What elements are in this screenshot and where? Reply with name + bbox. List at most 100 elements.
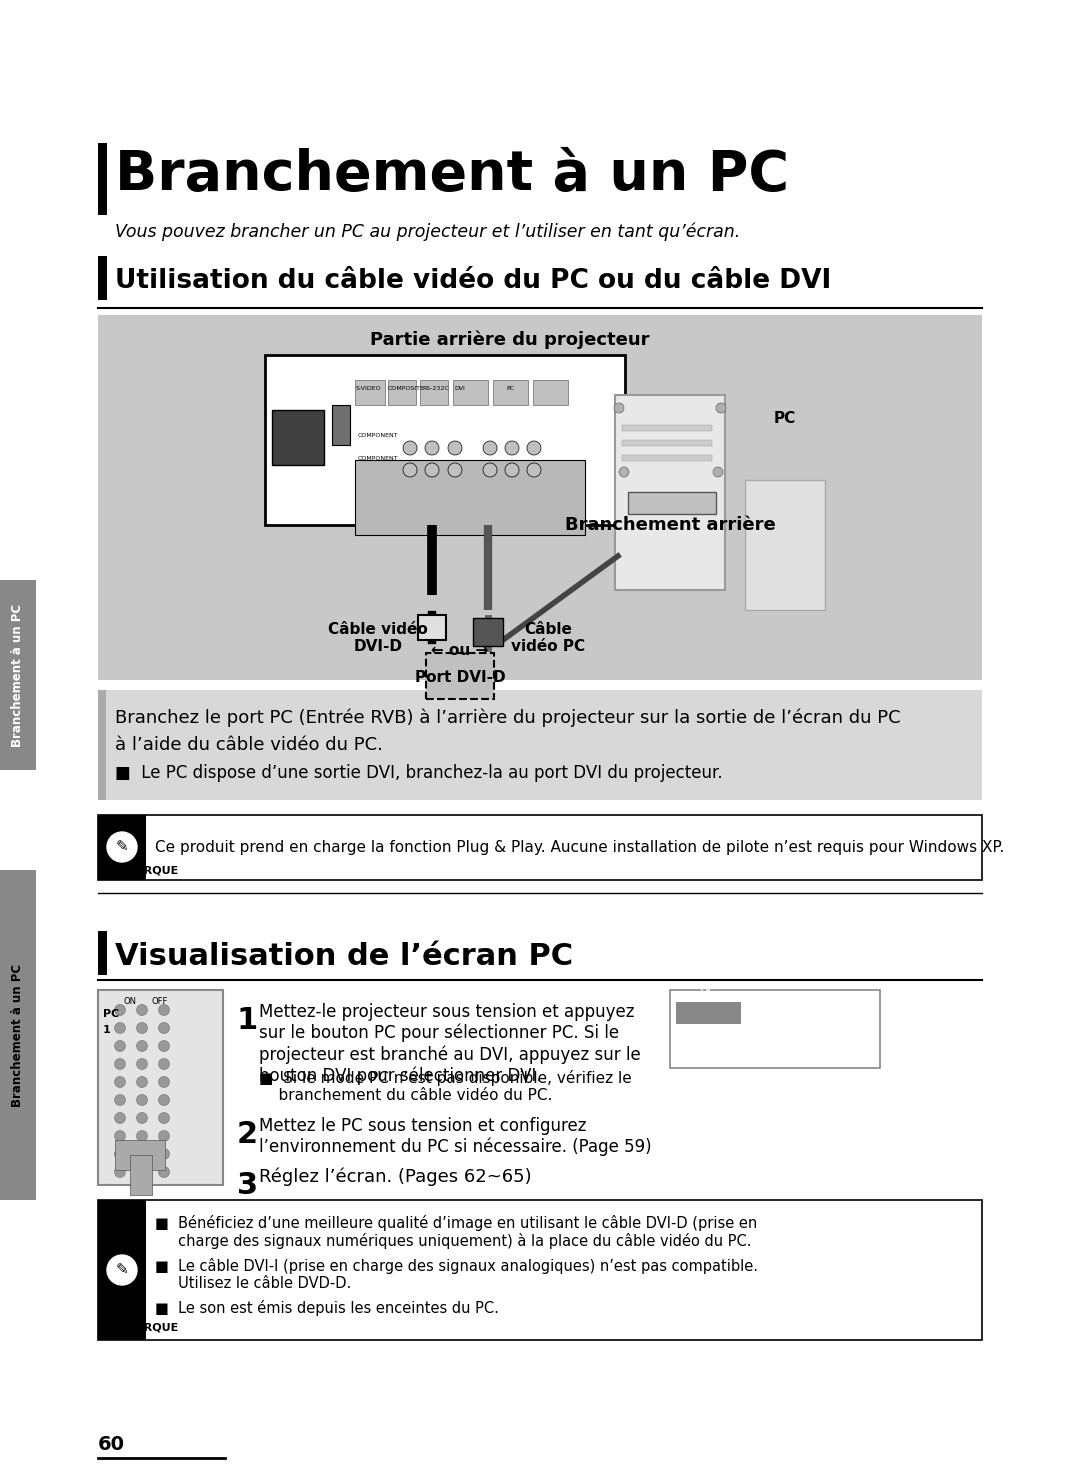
Bar — [627, 492, 716, 514]
Bar — [418, 615, 446, 640]
Bar — [98, 690, 106, 800]
Circle shape — [114, 1166, 125, 1178]
FancyBboxPatch shape — [426, 653, 494, 699]
Circle shape — [159, 1131, 170, 1141]
Text: RS-232C: RS-232C — [422, 386, 449, 391]
Circle shape — [159, 1095, 170, 1106]
Bar — [355, 460, 585, 535]
Circle shape — [159, 1004, 170, 1016]
Circle shape — [136, 1004, 148, 1016]
Circle shape — [114, 1023, 125, 1033]
Circle shape — [114, 1058, 125, 1070]
Text: S-VIDEO: S-VIDEO — [356, 386, 381, 391]
Text: PC: PC — [507, 386, 514, 391]
Text: PC: PC — [774, 410, 796, 426]
Circle shape — [403, 463, 417, 478]
Text: Branchement arrière: Branchement arrière — [565, 516, 775, 534]
Text: 2: 2 — [237, 1120, 258, 1150]
Circle shape — [107, 831, 137, 862]
Text: ✎: ✎ — [116, 1263, 129, 1278]
Text: Branchement à un PC: Branchement à un PC — [114, 147, 789, 202]
Text: COMPONENT: COMPONENT — [357, 432, 399, 438]
Text: COMPONENT: COMPONENT — [357, 455, 399, 460]
Bar — [265, 355, 625, 525]
Circle shape — [159, 1166, 170, 1178]
Bar — [98, 991, 222, 1185]
Text: ON: ON — [123, 998, 136, 1007]
Bar — [98, 256, 107, 301]
Bar — [98, 1200, 982, 1340]
Bar — [272, 410, 324, 464]
Text: Mettez-le projecteur sous tension et appuyez
sur le bouton PC pour sélectionner : Mettez-le projecteur sous tension et app… — [259, 1002, 640, 1085]
Circle shape — [159, 1058, 170, 1070]
Bar — [676, 1002, 741, 1024]
Text: PC: PC — [700, 986, 718, 999]
Circle shape — [107, 1254, 137, 1285]
Text: Câble vidéo
DVI-D: Câble vidéo DVI-D — [328, 622, 428, 654]
Circle shape — [136, 1131, 148, 1141]
Text: PC: PC — [103, 1010, 119, 1019]
Circle shape — [136, 1076, 148, 1088]
Text: ■  Le son est émis depuis les enceintes du PC.: ■ Le son est émis depuis les enceintes d… — [156, 1300, 499, 1316]
Circle shape — [114, 1076, 125, 1088]
Circle shape — [448, 441, 462, 455]
Bar — [332, 405, 350, 445]
Circle shape — [403, 441, 417, 455]
Text: Mettez le PC sous tension et configurez
l’environnement du PC si nécessaire. (Pa: Mettez le PC sous tension et configurez … — [259, 1117, 651, 1157]
Circle shape — [619, 467, 629, 478]
Text: Réglez l’écran. (Pages 62~65): Réglez l’écran. (Pages 62~65) — [259, 1167, 531, 1187]
Bar — [615, 395, 725, 590]
Text: Vous pouvez brancher un PC au projecteur et l’utiliser en tant qu’écran.: Vous pouvez brancher un PC au projecteur… — [114, 223, 740, 242]
Circle shape — [114, 1004, 125, 1016]
Text: Câble
vidéo PC: Câble vidéo PC — [511, 622, 585, 654]
Bar — [492, 380, 528, 405]
Bar — [0, 870, 36, 1200]
Text: ■  Le PC dispose d’une sortie DVI, branchez-la au port DVI du projecteur.: ■ Le PC dispose d’une sortie DVI, branch… — [114, 764, 723, 783]
Circle shape — [114, 1095, 125, 1106]
Text: ✎: ✎ — [116, 840, 129, 855]
Text: 3: 3 — [237, 1170, 258, 1200]
Text: ■  Le câble DVI-I (prise en charge des signaux analogiques) n’est pas compatible: ■ Le câble DVI-I (prise en charge des si… — [156, 1257, 758, 1274]
Text: ■  Bénéficiez d’une meilleure qualité d’image en utilisant le câble DVI-D (prise: ■ Bénéficiez d’une meilleure qualité d’i… — [156, 1215, 757, 1231]
Circle shape — [114, 1148, 125, 1160]
Text: COMPOSITE: COMPOSITE — [388, 386, 424, 391]
Text: Partie arrière du projecteur: Partie arrière du projecteur — [370, 330, 650, 349]
Text: Utilisation du câble vidéo du PC ou du câble DVI: Utilisation du câble vidéo du PC ou du c… — [114, 268, 832, 293]
Circle shape — [136, 1148, 148, 1160]
Circle shape — [114, 1041, 125, 1051]
Text: REMARQUE: REMARQUE — [108, 1324, 178, 1332]
Bar — [388, 380, 416, 405]
Bar — [98, 815, 146, 880]
Circle shape — [505, 463, 519, 478]
Text: Branchement à un PC: Branchement à un PC — [12, 964, 25, 1107]
Text: 1: 1 — [103, 1024, 111, 1035]
Text: Ce produit prend en charge la fonction Plug & Play. Aucune installation de pilot: Ce produit prend en charge la fonction P… — [156, 840, 1004, 855]
Circle shape — [136, 1113, 148, 1123]
Circle shape — [527, 441, 541, 455]
Text: Branchement à un PC: Branchement à un PC — [12, 603, 25, 746]
Circle shape — [136, 1058, 148, 1070]
Text: OFF: OFF — [152, 998, 168, 1007]
Bar — [622, 441, 712, 447]
Text: Branchez le port PC (Entrée RVB) à l’arrière du projecteur sur la sortie de l’éc: Branchez le port PC (Entrée RVB) à l’arr… — [114, 709, 901, 727]
Bar — [98, 1200, 146, 1340]
Circle shape — [426, 441, 438, 455]
Circle shape — [136, 1166, 148, 1178]
Bar — [473, 618, 503, 646]
Circle shape — [159, 1148, 170, 1160]
Circle shape — [527, 463, 541, 478]
Circle shape — [136, 1095, 148, 1106]
Bar — [670, 991, 880, 1069]
Circle shape — [716, 402, 726, 413]
Circle shape — [114, 1131, 125, 1141]
Text: à l’aide du câble vidéo du PC.: à l’aide du câble vidéo du PC. — [114, 736, 383, 755]
Text: REMARQUE: REMARQUE — [108, 865, 178, 876]
Text: Port DVI-D: Port DVI-D — [415, 669, 505, 684]
Bar — [622, 425, 712, 430]
Circle shape — [426, 463, 438, 478]
Bar — [114, 1139, 165, 1170]
Circle shape — [483, 463, 497, 478]
Bar — [0, 579, 36, 769]
Text: Visualisation de l’écran PC: Visualisation de l’écran PC — [114, 942, 573, 970]
Bar — [130, 1156, 152, 1195]
